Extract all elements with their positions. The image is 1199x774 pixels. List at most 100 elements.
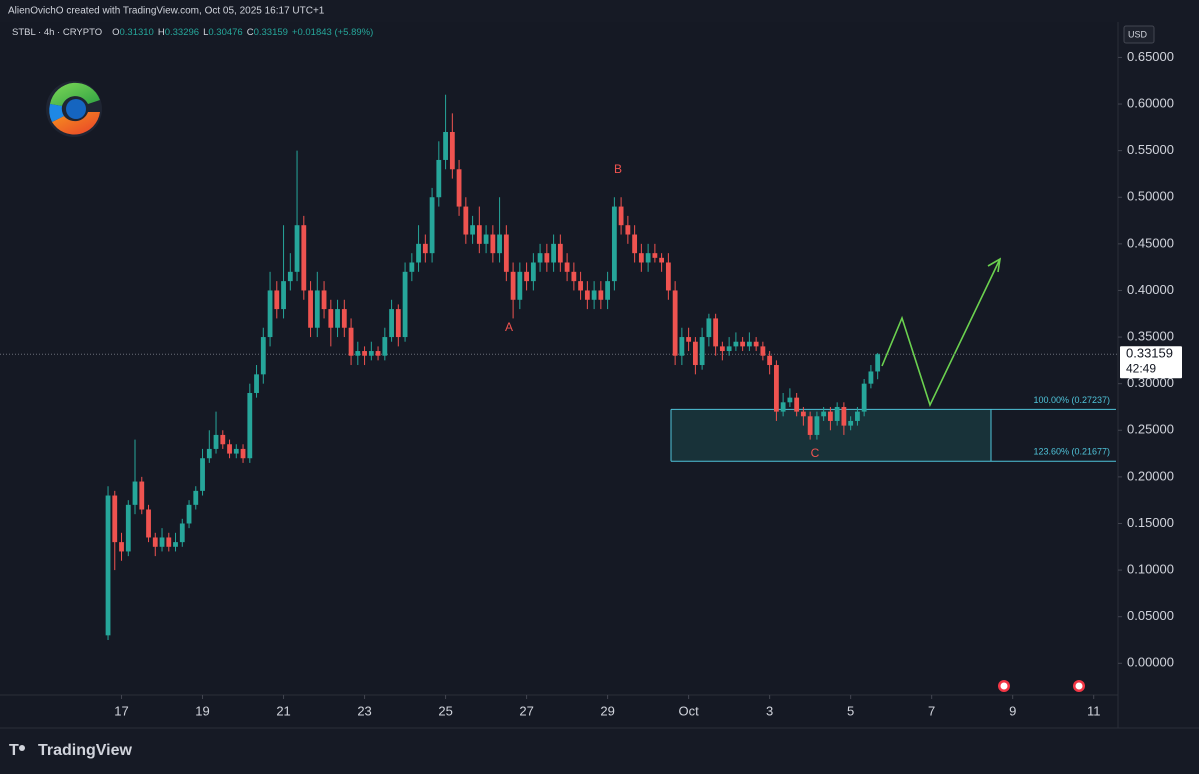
- legend-change: +0.01843 (+5.89%): [292, 27, 373, 38]
- candle-body: [605, 281, 611, 300]
- candle-body: [807, 416, 813, 435]
- candle-body: [564, 262, 570, 272]
- y-tick-label: 0.25000: [1127, 422, 1174, 437]
- candle-body: [335, 309, 340, 328]
- svg-text:T: T: [9, 742, 19, 759]
- last-price-tag: [1120, 346, 1182, 379]
- candle-body: [463, 206, 469, 235]
- currency-box[interactable]: [1123, 25, 1155, 44]
- x-tick-label: 27: [519, 703, 533, 718]
- candle-body: [530, 262, 536, 282]
- x-tick-label: 9: [1009, 703, 1016, 718]
- candle-body: [861, 383, 867, 412]
- candle-body: [659, 257, 665, 263]
- legend-value: 0.30476: [208, 27, 242, 38]
- candle-body: [767, 355, 773, 366]
- candle-body: [618, 206, 624, 226]
- candle-body: [855, 411, 860, 421]
- candle-body: [314, 290, 320, 328]
- candle-body: [389, 309, 394, 338]
- candle-body: [409, 262, 415, 272]
- x-tick-label: 23: [357, 703, 371, 718]
- candle-body: [868, 371, 874, 384]
- candle-body: [638, 253, 644, 263]
- legend-label: H: [158, 27, 165, 38]
- candle-body: [328, 309, 334, 328]
- candle-body: [544, 253, 550, 263]
- candle-body: [105, 495, 111, 636]
- candle-body: [125, 504, 131, 552]
- y-tick-label: 0.65000: [1127, 49, 1174, 64]
- logo: [46, 81, 102, 137]
- x-tick-label: 5: [847, 703, 854, 718]
- candle-body: [254, 374, 259, 393]
- wave-label: C: [811, 446, 820, 460]
- candle-body: [490, 234, 496, 254]
- countdown: 42:49: [1126, 361, 1156, 375]
- candle-body: [470, 225, 475, 235]
- y-tick-label: 0.40000: [1127, 282, 1174, 297]
- candle-body: [179, 523, 185, 543]
- candle-body: [429, 197, 435, 254]
- candle-body: [848, 420, 854, 426]
- candle-body: [443, 131, 448, 160]
- candle-body: [220, 434, 226, 445]
- candle-body: [713, 318, 719, 347]
- candle-body: [402, 271, 408, 338]
- y-tick-label: 0.60000: [1127, 95, 1174, 110]
- candle-body: [679, 337, 685, 356]
- footer: TradingView: [38, 742, 133, 759]
- candle-body: [341, 309, 347, 328]
- legend-label: C: [247, 27, 254, 38]
- candle-body: [760, 346, 766, 356]
- x-tick-label: 29: [600, 703, 614, 718]
- candle-body: [146, 509, 151, 538]
- x-tick-label: 21: [276, 703, 290, 718]
- candle-body: [578, 281, 583, 291]
- candle-body: [375, 351, 381, 356]
- header: AlienOvichO created with TradingView.com…: [8, 6, 325, 17]
- y-tick-label: 0.50000: [1127, 189, 1174, 204]
- candle-body: [551, 243, 557, 263]
- candle-body: [274, 290, 280, 310]
- candle-body: [206, 448, 212, 459]
- x-tick-label: 11: [1087, 703, 1101, 718]
- candle-body: [186, 504, 192, 524]
- legend-label: O: [112, 27, 119, 38]
- y-tick-label: 0.00000: [1127, 655, 1174, 670]
- candle-body: [355, 351, 361, 356]
- candle-body: [611, 206, 617, 282]
- x-tick-label: 19: [195, 703, 209, 718]
- candle-body: [321, 290, 327, 310]
- candle-body: [449, 131, 455, 170]
- wave-label: B: [614, 162, 622, 176]
- candle-body: [483, 234, 489, 244]
- candle-body: [368, 351, 374, 356]
- candle-body: [753, 341, 759, 347]
- candle-body: [260, 337, 266, 375]
- plot-area: [0, 22, 1118, 728]
- candle-body: [780, 402, 786, 412]
- candle-body: [632, 234, 638, 254]
- candle-body: [193, 490, 199, 505]
- candle-body: [625, 225, 631, 235]
- candle-body: [834, 406, 840, 421]
- candle-body: [814, 416, 820, 435]
- candle-body: [787, 397, 793, 403]
- candle-body: [686, 337, 692, 342]
- candle-body: [119, 542, 124, 552]
- candle-body: [233, 448, 239, 454]
- candle-body: [841, 406, 847, 426]
- candle-body: [436, 159, 442, 198]
- candle-body: [645, 253, 651, 263]
- candle-body: [362, 351, 367, 356]
- candle-body: [301, 225, 307, 291]
- legend-symbol: STBL · 4h · CRYPTO: [12, 27, 102, 38]
- candle-body: [733, 341, 739, 347]
- candle-body: [281, 281, 286, 310]
- candle-body: [348, 327, 354, 356]
- y-tick-label: 0.45000: [1127, 235, 1174, 250]
- candle-body: [227, 444, 232, 454]
- fib-label: 123.60% (0.21677): [1033, 447, 1110, 457]
- candle-body: [395, 309, 401, 338]
